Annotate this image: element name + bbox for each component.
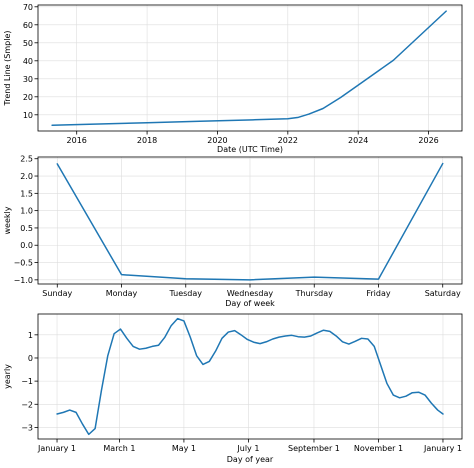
x-tick-label: Tuesday <box>168 289 202 298</box>
y-axis-label: Trend Line (Smple) <box>3 31 12 107</box>
x-axis-label: Day of week <box>225 299 275 308</box>
y-tick-label: 10 <box>23 111 33 120</box>
y-tick-label: −2 <box>21 400 33 409</box>
y-tick-label: 1.5 <box>20 189 33 198</box>
y-tick-label: 70 <box>23 3 33 12</box>
y-tick-label: −1 <box>21 377 33 386</box>
x-tick-label: 2024 <box>348 136 368 145</box>
y-tick-label: 0.5 <box>20 224 33 233</box>
x-tick-label: Monday <box>106 289 138 298</box>
y-tick-label: 2.0 <box>20 172 33 181</box>
x-tick-label: 2020 <box>207 136 227 145</box>
x-tick-label: March 1 <box>103 444 135 453</box>
y-tick-label: 20 <box>23 93 33 102</box>
x-axis-label: Date (UTC Time) <box>217 145 283 154</box>
x-tick-label: May 1 <box>172 444 196 453</box>
x-tick-label: Saturday <box>425 289 461 298</box>
y-tick-label: 1.0 <box>20 207 33 216</box>
series-line <box>56 317 444 436</box>
x-tick-label: January 1 <box>423 444 462 453</box>
y-tick-label: 40 <box>23 57 33 66</box>
weekly-panel: Sunday Monday Tuesday Wednesday Thursday Frid… <box>3 155 463 308</box>
y-tick-label: 50 <box>23 39 33 48</box>
y-tick-label: 1 <box>28 331 33 340</box>
x-tick-label: Sunday <box>42 289 72 298</box>
x-axis-label: Day of year <box>227 455 274 464</box>
x-tick-label: Friday <box>366 289 391 298</box>
x-tick-label: 2016 <box>67 136 87 145</box>
x-tick-label: July 1 <box>236 444 259 453</box>
y-tick-label: 2.5 <box>20 155 33 164</box>
x-tick-label: 2022 <box>278 136 298 145</box>
y-axis-label: weekly <box>3 206 12 234</box>
x-tick-label: January 1 <box>37 444 76 453</box>
y-tick-label: 0.0 <box>20 241 33 250</box>
y-tick-label: −0.5 <box>14 259 33 268</box>
y-tick-label: −1.0 <box>14 276 33 285</box>
y-axis-label: yearly <box>3 364 12 389</box>
x-tick-label: Wednesday <box>227 289 274 298</box>
trend-panel: 2016 2018 2020 2022 2024 2026 10 20 30 40 50 60 70 Da… <box>3 3 463 154</box>
x-tick-label: 2018 <box>137 136 157 145</box>
y-tick-label: 0 <box>28 354 33 363</box>
plot-frame <box>37 313 463 440</box>
y-tick-label: −3 <box>21 423 33 432</box>
y-tick-label: 60 <box>23 21 33 30</box>
plot-frame <box>37 4 463 132</box>
x-tick-label: 2026 <box>418 136 438 145</box>
series-line <box>51 10 447 126</box>
y-tick-label: 30 <box>23 75 33 84</box>
x-tick-label: Thursday <box>295 289 333 298</box>
series-line <box>56 162 444 281</box>
x-tick-label: November 1 <box>354 444 403 453</box>
x-tick-label: September 1 <box>288 444 340 453</box>
yearly-panel: January 1 March 1 May 1 July 1 September 1 No… <box>3 313 463 464</box>
